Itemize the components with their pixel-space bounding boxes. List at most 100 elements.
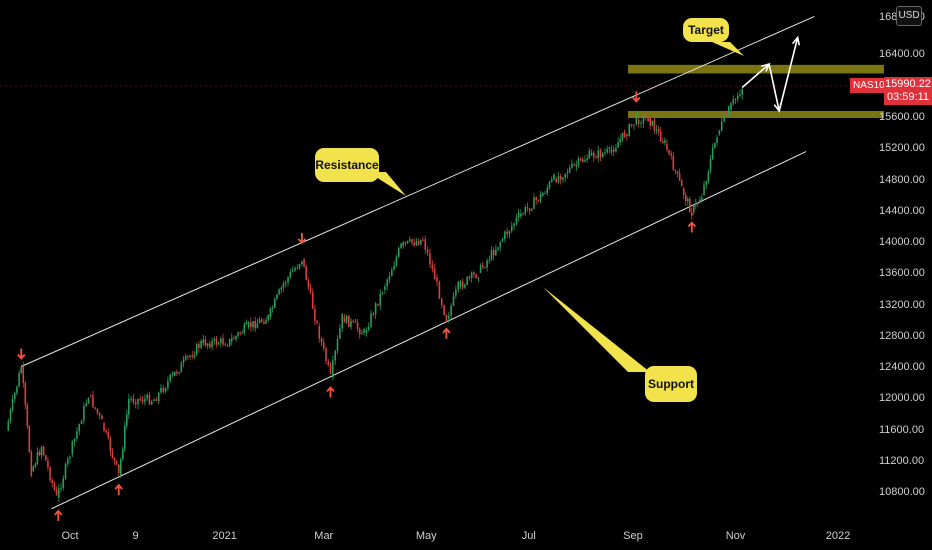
candle-body (653, 120, 656, 131)
candle-body (178, 372, 180, 374)
projection-leg-0 (741, 63, 770, 89)
candle-body (573, 163, 575, 165)
candle-body (473, 272, 475, 275)
price-axis-label: 15200.00 (879, 142, 925, 155)
candle-body (278, 289, 280, 295)
candle-body (252, 321, 254, 328)
candle-body (510, 225, 513, 231)
candle-body (339, 328, 341, 339)
candle-body (571, 163, 573, 168)
candle-body (395, 256, 398, 266)
candle-body (739, 94, 741, 96)
candle-body (121, 448, 124, 460)
candle-body (105, 430, 107, 432)
candle-body (486, 260, 488, 268)
candle-body (626, 134, 628, 137)
support-line (51, 151, 807, 510)
candle-body (76, 431, 78, 439)
candle-body (343, 317, 346, 323)
candle-body (332, 360, 334, 378)
pivot-arrow-down-0 (17, 348, 26, 360)
candle-body (391, 269, 393, 277)
candle-body (139, 398, 142, 400)
candle-body (18, 373, 20, 387)
candle-body (265, 320, 267, 324)
candle-body (714, 142, 716, 148)
candle-body (365, 330, 368, 333)
candle-body (666, 143, 668, 150)
price-axis-label: 14400.00 (879, 204, 925, 217)
candle-body (559, 175, 562, 180)
candle-body (26, 404, 29, 427)
candle-body (599, 150, 602, 158)
candle-body (730, 103, 732, 111)
candle-body (586, 158, 588, 161)
candle-body (126, 414, 128, 426)
candle-body (250, 322, 252, 328)
target-callout-pointer (712, 42, 744, 56)
time-axis-label: Sep (623, 530, 643, 542)
candle-body (256, 323, 259, 329)
candle-body (647, 117, 649, 122)
candle-body (381, 292, 384, 294)
candle-body (699, 199, 701, 204)
candle-body (488, 259, 491, 261)
price-axis-label: 16400.00 (879, 48, 925, 61)
candle-body (433, 268, 436, 280)
candle-body (128, 398, 130, 415)
candle-body (411, 239, 413, 243)
candle-body (668, 149, 670, 154)
candle-body (672, 155, 675, 171)
candle-body (621, 132, 624, 140)
candle-body (701, 197, 703, 200)
candle-body (709, 158, 712, 172)
candle-body (550, 179, 553, 183)
candle-body (316, 320, 318, 324)
candle-body (291, 270, 294, 272)
candle-body (736, 95, 739, 99)
candle-body (150, 401, 153, 405)
candle-body (247, 322, 250, 328)
candle-body (191, 355, 194, 358)
candle-body (141, 399, 144, 402)
candle-body (374, 303, 377, 315)
currency-button[interactable]: USD (896, 6, 922, 26)
candle-body (705, 181, 707, 185)
candle-body (69, 456, 71, 459)
candle-body (644, 116, 647, 118)
candle-body (314, 308, 316, 321)
candle-body (655, 129, 658, 131)
candle-body (96, 408, 99, 414)
time-axis-label: Nov (726, 530, 746, 542)
candle-body (220, 338, 222, 344)
candle-body (184, 356, 187, 360)
price-axis-label: 12800.00 (879, 329, 925, 342)
candle-body (601, 153, 604, 158)
candle-body (303, 258, 305, 267)
candle-body (162, 387, 165, 392)
candle-body (11, 398, 14, 410)
candle-body (282, 283, 285, 288)
pivot-arrow-up-2 (114, 483, 123, 496)
time-axis-label: Jul (522, 530, 536, 542)
candle-body (320, 338, 323, 343)
candle-body (684, 194, 687, 202)
candle-body (402, 242, 405, 247)
candle-body (296, 267, 299, 269)
candle-body (155, 399, 158, 402)
candle-body (544, 193, 546, 195)
candle-body (499, 242, 502, 248)
candle-body (176, 371, 178, 374)
price-axis-label: 11600.00 (879, 423, 925, 436)
candle-body (171, 373, 174, 375)
price-axis-label: 10800.00 (879, 486, 925, 499)
candle-body (204, 339, 207, 346)
price-axis-label: 14000.00 (879, 236, 925, 249)
candle-body (111, 451, 114, 458)
candle-body (477, 277, 480, 279)
candle-body (325, 348, 327, 362)
candle-body (60, 487, 62, 489)
time-axis-label: 2021 (212, 530, 236, 542)
candle-body (137, 398, 139, 405)
